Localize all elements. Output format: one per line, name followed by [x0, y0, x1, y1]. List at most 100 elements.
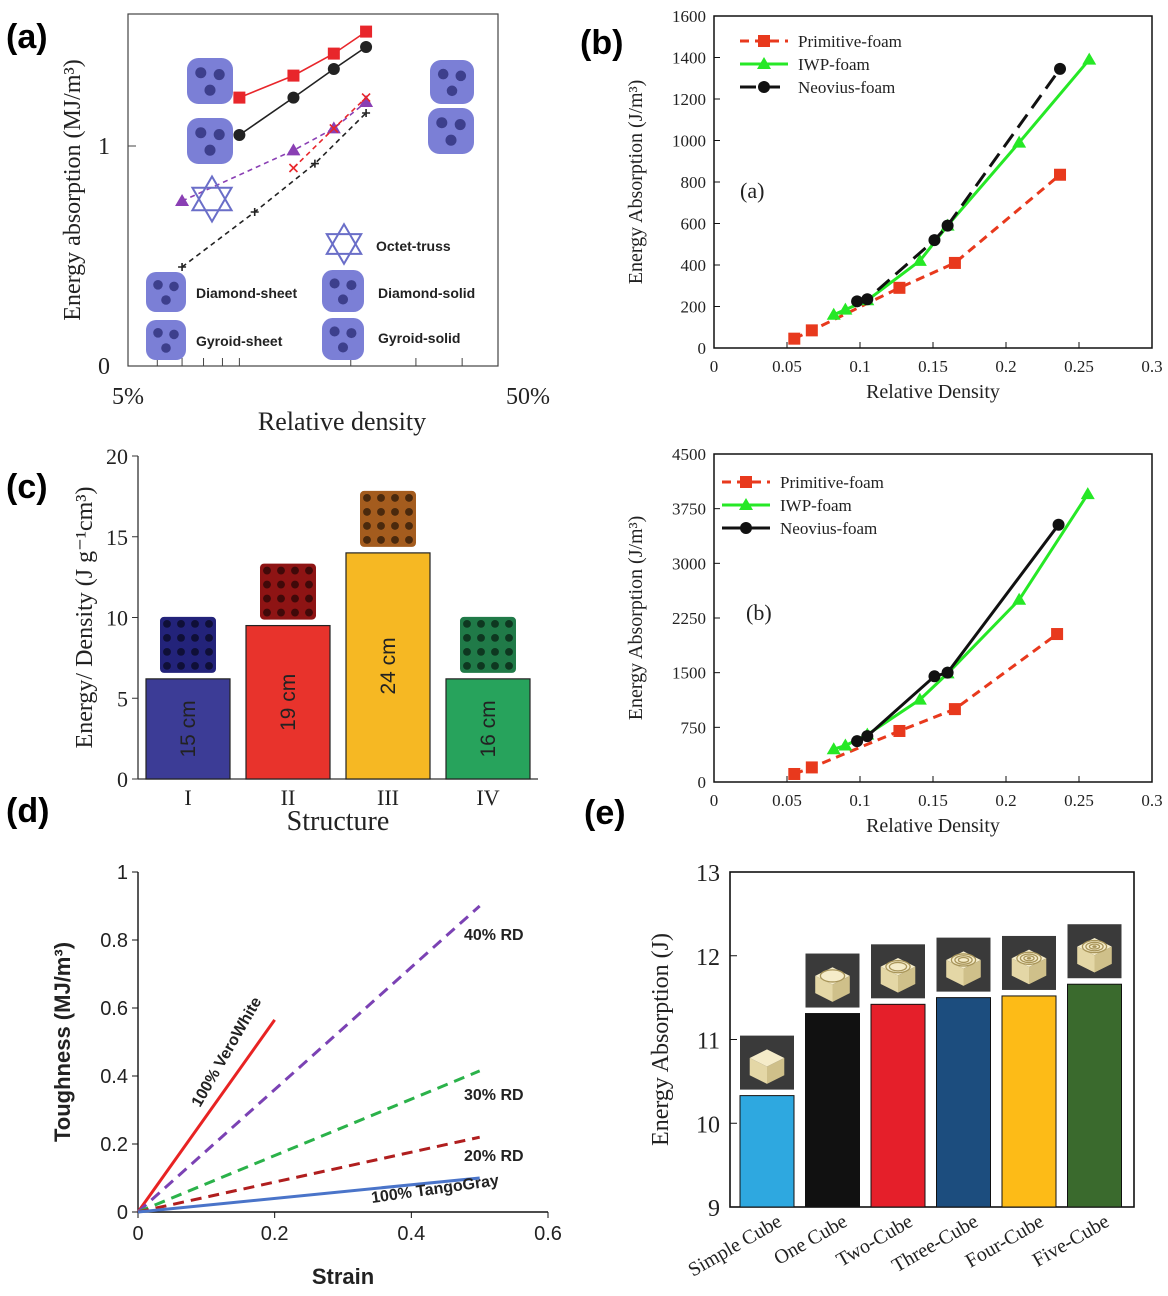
cell-hole: [346, 328, 357, 339]
lattice-pore: [305, 608, 313, 617]
cell-body: [428, 108, 474, 154]
cube-right: [767, 1057, 785, 1084]
legend-label: IWP-foam: [780, 496, 852, 515]
gyroid-sheet-icon: [146, 320, 186, 360]
lattice-pore: [205, 633, 213, 642]
structure-annotation: Gyroid-sheet: [196, 333, 283, 349]
lattice-pore: [177, 647, 185, 656]
truss-down: [325, 233, 363, 266]
bar-value-label: 15 cm: [177, 700, 200, 757]
diamond-sheet-icon: [187, 58, 233, 104]
x-axis-title: Relative density: [258, 407, 426, 436]
cell-hole: [204, 84, 216, 96]
y-tick-label: 9: [708, 1196, 720, 1222]
lattice-pore: [191, 647, 199, 656]
data-point: [360, 41, 373, 53]
cube-ring: [1085, 941, 1104, 952]
x-axis-title: Structure: [287, 806, 390, 837]
octet-truss-icon: [190, 174, 234, 224]
y-tick-label: 0: [98, 354, 110, 380]
data-point: [287, 69, 300, 82]
legend-marker: [739, 498, 753, 510]
gyroid-solid-icon: [322, 318, 364, 360]
cube-ring: [885, 959, 911, 974]
cube-left: [815, 975, 833, 1002]
cell-hole: [161, 343, 171, 353]
x-tick-label: III: [377, 785, 399, 810]
lattice-pore: [505, 647, 513, 656]
y-tick-label: 10: [106, 606, 128, 631]
data-point: [788, 332, 801, 345]
lattice-body: [160, 616, 216, 673]
series-label: 100% TangoGray: [370, 1172, 500, 1207]
cube-left: [1077, 946, 1095, 973]
lattice-pore: [505, 619, 513, 628]
series-line: [833, 58, 1091, 317]
y-tick-label: 13: [696, 861, 720, 887]
data-point: [941, 219, 954, 232]
structure-annotation: Diamond-sheet: [196, 285, 297, 301]
y-tick-label: 0.6: [100, 998, 128, 1020]
four-cube-photo-icon: [1002, 935, 1056, 990]
x-tick-label: 0.6: [534, 1223, 562, 1245]
one-cube-photo-icon: [805, 953, 860, 1008]
data-point: [928, 670, 941, 683]
lattice-pore: [363, 521, 371, 530]
y-tick-label: 5: [117, 686, 128, 711]
plot-frame: [127, 13, 499, 367]
data-point: [250, 208, 259, 216]
lattice-pore: [263, 594, 271, 603]
orange-lattice-icon: [360, 490, 416, 547]
data-point: [851, 735, 864, 748]
panel-label: (c): [6, 468, 48, 506]
cell-hole: [437, 68, 449, 80]
data-point: [948, 703, 961, 716]
lattice-pore: [163, 647, 171, 656]
structure-annotation: Diamond-solid: [378, 285, 475, 301]
panel-e: (e) 9 10 11 12 13 Energy Absorption (J) Simple …: [584, 794, 1135, 1281]
data-point: [1082, 52, 1097, 65]
bar-value-label: 19 cm: [277, 674, 300, 731]
lattice-pore: [291, 608, 299, 617]
lattice-pore: [463, 661, 471, 670]
cell-hole: [204, 144, 216, 156]
cube-ring: [1019, 953, 1039, 964]
panel-a: (a) 5% 50% 0 1 Relative density Energy absorpt…: [6, 13, 550, 436]
legend-label: Primitive-foam: [798, 32, 902, 51]
legend-label: Primitive-foam: [780, 473, 884, 492]
cell-hole: [213, 69, 225, 81]
subplot-annotation: (b): [746, 600, 772, 625]
data-point: [359, 95, 374, 107]
y-tick-label: 15: [106, 525, 128, 550]
y-tick-label: 1200: [672, 90, 706, 109]
y-tick-label: 0.8: [100, 930, 128, 952]
y-tick-label: 0: [698, 773, 707, 792]
legend-marker: [758, 81, 770, 93]
lattice-pore: [377, 493, 385, 502]
data-point: [838, 302, 853, 315]
legend-marker: [740, 476, 752, 488]
cell-hole: [455, 70, 467, 82]
cell-hole: [337, 294, 349, 305]
data-point: [1051, 628, 1064, 641]
y-tick-label: 1400: [672, 49, 706, 68]
cube-ring: [888, 961, 908, 972]
bar: [1001, 995, 1057, 1208]
bar: [445, 678, 531, 780]
data-point: [805, 324, 818, 337]
cube-right: [963, 959, 981, 986]
green-lattice-icon: [460, 616, 516, 673]
panel-label: (a): [6, 18, 48, 56]
series-line: [137, 1069, 481, 1214]
lattice-pore: [163, 633, 171, 642]
bar: [870, 1003, 926, 1208]
cell-body: [322, 270, 364, 312]
octet-truss-icon: [325, 222, 363, 266]
lattice-pore: [491, 661, 499, 670]
panel-c: (c) 0 5 10 15 20 I 15 cm II 19 cm III 24 cm IV 16 cm S…: [6, 444, 538, 837]
series-line: [136, 904, 481, 1214]
data-point: [1052, 518, 1065, 531]
data-point: [861, 293, 874, 306]
lattice-pore: [391, 521, 399, 530]
